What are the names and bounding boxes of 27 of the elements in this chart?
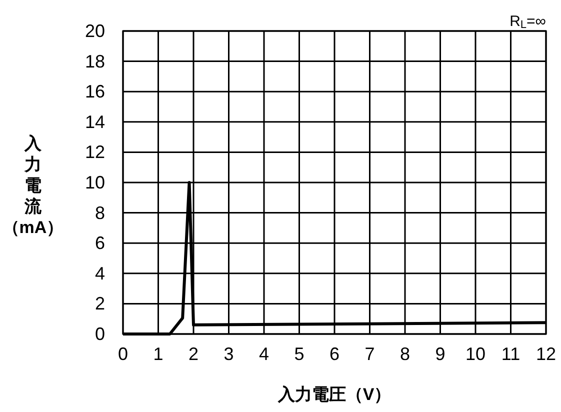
y-tick-label: 2 [94,294,105,314]
x-tick-label: 12 [536,344,556,364]
x-tick-label: 3 [224,344,234,364]
y-tick-label: 10 [84,172,105,192]
x-axis-title: 入力電圧（V） [276,385,392,404]
y-tick-label: 14 [84,112,105,132]
y-tick-label: 4 [94,263,105,284]
y-tick-label: 20 [84,21,105,41]
x-tick-label: 8 [400,344,410,364]
y-axis-title: 入力電流（mA） [2,134,64,237]
y-tick-label: 18 [84,51,105,72]
x-tick-label: 7 [364,344,375,364]
x-tick-label: 11 [501,344,520,364]
x-tick-label: 2 [188,344,199,364]
x-tick-label: 1 [153,344,164,364]
y-tick-label: 8 [94,202,105,223]
y-tick-label: 0 [94,324,105,344]
x-tick-label: 5 [294,344,304,364]
y-tick-label: 16 [84,82,105,102]
annotation: R$_{L}$=∞ [510,13,546,31]
x-tick-label: 0 [118,344,128,364]
x-tick-label: 6 [329,344,340,364]
y-tick-label: 12 [84,142,105,162]
x-tick-label: 10 [465,344,486,364]
y-tick-label: 6 [94,233,105,254]
x-tick-label: 4 [258,344,270,364]
x-tick-label: 9 [435,344,446,364]
